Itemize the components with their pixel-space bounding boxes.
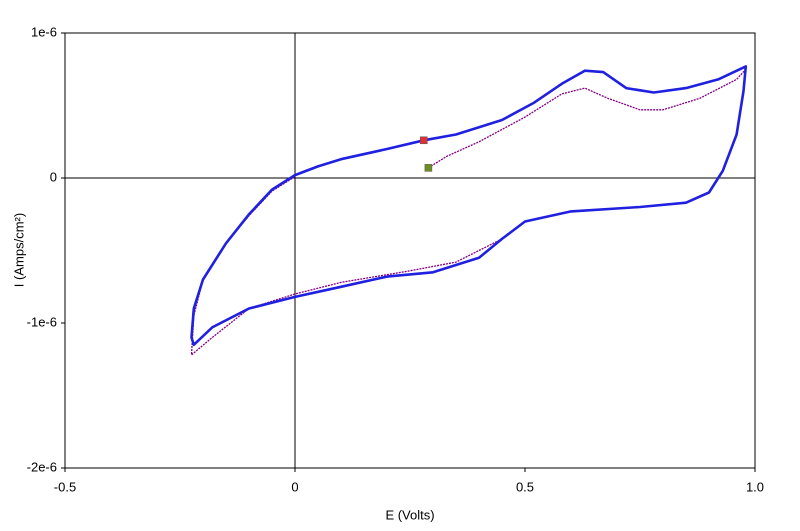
x-tick-label: 0: [291, 479, 298, 494]
y-tick-label: 1e-6: [31, 24, 57, 39]
x-tick-label: 0.5: [516, 479, 534, 494]
x-axis-label: E (Volts): [385, 507, 434, 522]
y-tick-label: 0: [50, 169, 57, 184]
point-marker: [424, 164, 433, 172]
y-axis-label: I (Amps/cm²): [11, 213, 26, 287]
series-line: [190, 68, 747, 356]
point-marker: [420, 136, 428, 145]
y-tick-label: -2e-6: [27, 459, 57, 474]
x-tick-label: -0.5: [54, 479, 76, 494]
series-line: [190, 65, 748, 347]
x-tick-label: 1.0: [746, 479, 764, 494]
y-tick-label: -1e-6: [27, 314, 57, 329]
plot-frame: [64, 32, 756, 469]
